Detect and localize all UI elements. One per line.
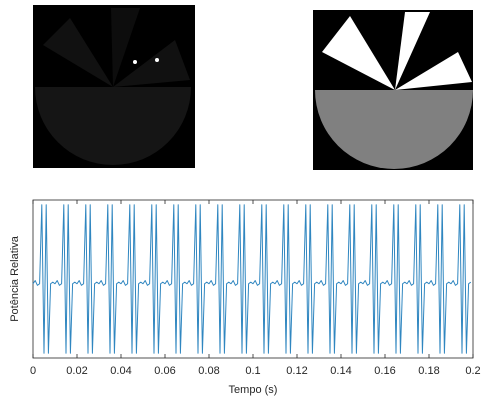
left-image — [33, 5, 195, 168]
x-tick-label: 0.04 — [110, 365, 131, 377]
x-tick-label: 0.16 — [374, 365, 395, 377]
figure: Potência Relativa Tempo (s) 0 0.02 0.04 0.0… — [0, 0, 481, 397]
x-tick-label: 0.02 — [66, 365, 87, 377]
spot — [155, 58, 159, 62]
x-tick-label: 0.18 — [418, 365, 439, 377]
x-tick-label: 0.12 — [286, 365, 307, 377]
x-tick-label: 0.1 — [245, 365, 260, 377]
x-tick-label: 0 — [30, 365, 36, 377]
x-tick-label: 0.14 — [330, 365, 351, 377]
x-tick-label: 0.08 — [198, 365, 219, 377]
x-axis-label: Tempo (s) — [229, 384, 278, 396]
x-tick-label: 0.06 — [154, 365, 175, 377]
plot-area — [33, 200, 473, 358]
y-axis-label: Potência Relativa — [9, 235, 21, 321]
spot — [133, 60, 137, 64]
right-image — [313, 10, 473, 170]
x-tick-label: 0.2 — [465, 365, 480, 377]
